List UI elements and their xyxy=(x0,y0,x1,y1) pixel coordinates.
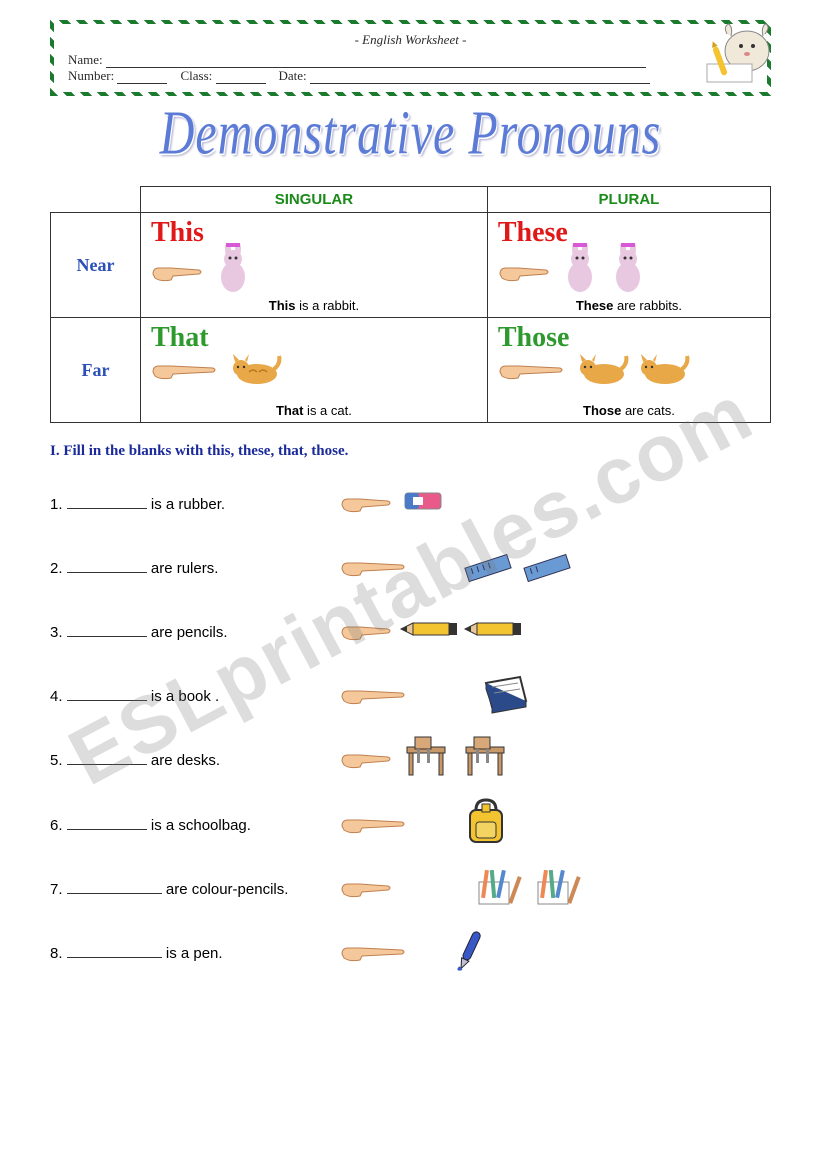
rabbit-icon xyxy=(607,243,649,300)
ex-num: 1. xyxy=(50,496,63,513)
pointing-hand-icon xyxy=(151,260,206,284)
blank-field[interactable] xyxy=(67,814,147,830)
worksheet-header: - English Worksheet - Name: Number: Clas… xyxy=(50,20,771,96)
cat-icon xyxy=(635,348,690,391)
row-far: Far xyxy=(51,318,141,423)
date-field[interactable] xyxy=(310,70,650,84)
pointing-hand-icon xyxy=(340,683,410,707)
date-label: Date: xyxy=(279,68,307,83)
exercise-item: 8. is a pen. xyxy=(50,923,771,981)
pointing-hand-icon xyxy=(340,812,410,836)
pencil-icon xyxy=(399,613,459,649)
exercise-item: 2. are rulers. xyxy=(50,538,771,596)
pencil-icon xyxy=(463,613,523,649)
ex-num: 7. xyxy=(50,881,63,898)
header-line-1: Name: xyxy=(68,52,753,68)
exercise-item: 5. are desks. xyxy=(50,730,771,788)
ex-rest: are colour-pencils. xyxy=(162,881,289,898)
ex-rest: is a schoolbag. xyxy=(147,817,251,834)
ex-num: 6. xyxy=(50,817,63,834)
pointing-hand-icon xyxy=(498,358,568,382)
pointing-hand-icon xyxy=(340,491,395,515)
cell-those: Those Those are cats. xyxy=(487,318,770,423)
mascot-icon xyxy=(697,16,777,86)
pronoun-table: SINGULAR PLURAL Near This This is a rabb… xyxy=(50,186,771,423)
desk-icon xyxy=(399,733,454,785)
ex-rest: is a book . xyxy=(147,688,220,705)
ex-num: 4. xyxy=(50,688,63,705)
pointing-hand-icon xyxy=(498,260,553,284)
pointing-hand-icon xyxy=(340,619,395,643)
cell-this: This This is a rabbit. xyxy=(141,213,488,318)
number-label: Number: xyxy=(68,68,114,83)
exercise-item: 4. is a book . xyxy=(50,666,771,724)
rabbit-icon xyxy=(212,243,254,300)
ex-num: 2. xyxy=(50,560,63,577)
ex-rest: are pencils. xyxy=(147,624,228,641)
exercise-item: 1. is a rubber. xyxy=(50,474,771,532)
pen-icon xyxy=(448,925,498,979)
caption-those: Those are cats. xyxy=(488,403,770,418)
class-label: Class: xyxy=(180,68,212,83)
rabbit-icon xyxy=(559,243,601,300)
colour-pencils-icon xyxy=(473,862,528,914)
caption-this: This is a rabbit. xyxy=(141,298,487,313)
schoolbag-icon xyxy=(458,794,513,853)
caption-these: These are rabbits. xyxy=(488,298,770,313)
book-icon xyxy=(478,671,533,720)
col-singular: SINGULAR xyxy=(141,187,488,213)
blank-field[interactable] xyxy=(67,493,147,509)
header-title: - English Worksheet - xyxy=(68,32,753,48)
ex-num: 3. xyxy=(50,624,63,641)
ruler-icon xyxy=(458,543,513,592)
blank-field[interactable] xyxy=(67,942,162,958)
blank-field[interactable] xyxy=(67,685,147,701)
header-line-2: Number: Class: Date: xyxy=(68,68,753,84)
ex-rest: is a pen. xyxy=(162,945,223,962)
cat-icon xyxy=(574,348,629,391)
page-title: Demonstrative Pronouns xyxy=(50,98,771,170)
ex-rest: are desks. xyxy=(147,752,220,769)
exercise-item: 7. are colour-pencils. xyxy=(50,859,771,917)
blank-field[interactable] xyxy=(67,557,147,573)
ex-num: 8. xyxy=(50,945,63,962)
cell-these: These These are rabbits. xyxy=(487,213,770,318)
pointing-hand-icon xyxy=(340,940,410,964)
ruler-icon xyxy=(517,543,572,592)
exercise-instruction: I. Fill in the blanks with this, these, … xyxy=(50,443,771,460)
number-field[interactable] xyxy=(117,70,167,84)
desk-icon xyxy=(458,733,513,785)
name-field[interactable] xyxy=(106,54,646,68)
eraser-icon xyxy=(399,487,449,519)
blank-field[interactable] xyxy=(67,749,147,765)
pointing-hand-icon xyxy=(151,358,221,382)
caption-that: That is a cat. xyxy=(141,403,487,418)
ex-rest: is a rubber. xyxy=(147,496,225,513)
exercise-list: 1. is a rubber. 2. are rulers. 3. are pe… xyxy=(50,474,771,981)
col-plural: PLURAL xyxy=(487,187,770,213)
blank-field[interactable] xyxy=(67,621,147,637)
exercise-item: 3. are pencils. xyxy=(50,602,771,660)
class-field[interactable] xyxy=(216,70,266,84)
pointing-hand-icon xyxy=(340,876,395,900)
pointing-hand-icon xyxy=(340,555,410,579)
blank-field[interactable] xyxy=(67,878,162,894)
row-near: Near xyxy=(51,213,141,318)
cat-icon xyxy=(227,348,282,391)
name-label: Name: xyxy=(68,52,103,67)
cell-that: That That is a cat. xyxy=(141,318,488,423)
pointing-hand-icon xyxy=(340,747,395,771)
colour-pencils-icon xyxy=(532,862,587,914)
exercise-item: 6. is a schoolbag. xyxy=(50,794,771,853)
ex-num: 5. xyxy=(50,752,63,769)
ex-rest: are rulers. xyxy=(147,560,219,577)
